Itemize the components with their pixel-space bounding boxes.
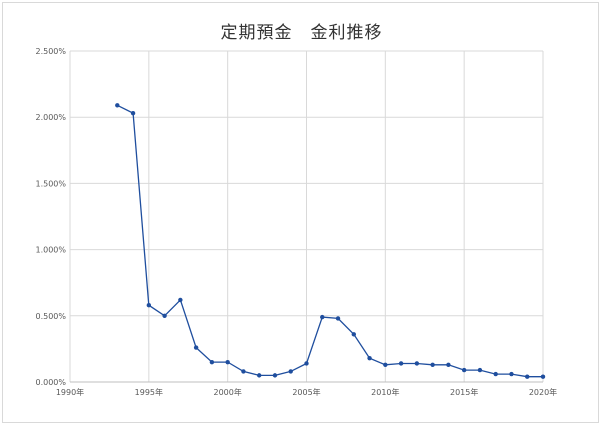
data-point	[414, 361, 420, 366]
data-point	[257, 373, 262, 378]
data-point	[162, 313, 167, 318]
x-tick-label: 2000年	[213, 387, 241, 397]
series-line	[117, 104, 543, 378]
series-markers	[115, 103, 546, 379]
x-tick-label: 2005年	[292, 387, 320, 397]
y-tick-label: 0.000%	[35, 378, 66, 387]
data-point	[288, 369, 293, 374]
data-point	[430, 362, 435, 367]
data-point	[115, 103, 120, 108]
x-axis-ticks: 1990年 1995年 2000年 2005年 2010年 2015年 2020年	[56, 387, 557, 397]
data-point	[225, 359, 230, 365]
y-tick-label: 1.000%	[35, 246, 66, 255]
y-tick-label: 0.500%	[35, 312, 66, 321]
x-tick-label: 2015年	[450, 387, 478, 397]
data-point	[209, 359, 215, 365]
data-point	[525, 374, 530, 379]
data-point	[493, 371, 498, 377]
data-point	[383, 362, 388, 367]
data-point	[446, 362, 451, 367]
y-tick-label: 1.500%	[35, 179, 66, 188]
y-axis-ticks: 0.000% 0.500% 1.000% 1.500% 2.000% 2.500%	[35, 47, 66, 387]
x-tick-label: 2010年	[371, 387, 399, 397]
data-point	[398, 361, 404, 366]
x-tick-label: 1995年	[135, 387, 163, 397]
data-point	[304, 361, 309, 366]
chart-frame	[2, 2, 599, 423]
data-point	[178, 297, 183, 303]
data-point	[367, 355, 372, 361]
data-point	[193, 345, 199, 350]
data-point	[272, 373, 278, 378]
data-point	[351, 332, 356, 337]
data-point	[335, 316, 341, 321]
chart-title: 定期預金 金利推移	[220, 23, 383, 43]
data-point	[130, 111, 136, 116]
data-point	[477, 367, 483, 373]
data-point	[146, 303, 152, 308]
gridlines	[69, 50, 544, 383]
y-tick-label: 2.000%	[35, 113, 66, 122]
x-tick-label: 2020年	[529, 387, 557, 397]
data-point	[241, 369, 246, 374]
data-point	[461, 367, 467, 373]
y-tick-label: 2.500%	[35, 47, 66, 56]
data-point	[540, 374, 546, 379]
data-point	[509, 371, 514, 377]
x-tick-label: 1990年	[56, 387, 84, 397]
data-point	[320, 314, 325, 320]
